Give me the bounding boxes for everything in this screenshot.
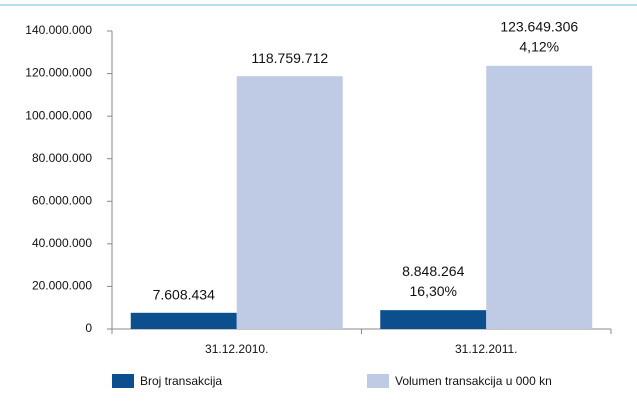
legend-swatch <box>367 374 389 388</box>
bar <box>236 76 343 329</box>
y-tick-label: 140.000.000 <box>25 23 92 37</box>
y-tick-label: 40.000.000 <box>32 236 92 250</box>
value-label: 7.608.434 <box>153 287 215 303</box>
bar <box>486 65 593 329</box>
bar <box>380 310 487 329</box>
legend-label: Volumen transakcija u 000 kn <box>395 374 552 388</box>
y-tick-label: 20.000.000 <box>32 279 92 293</box>
y-tick-label: 60.000.000 <box>32 193 92 207</box>
y-tick-label: 100.000.000 <box>25 108 92 122</box>
change-label: 4,12% <box>519 39 559 55</box>
y-tick-label: 80.000.000 <box>32 151 92 165</box>
x-tick-label: 31.12.2010. <box>205 342 268 356</box>
value-label: 123.649.306 <box>500 19 578 35</box>
change-label: 16,30% <box>410 283 457 299</box>
value-label: 8.848.264 <box>402 263 464 279</box>
legend-swatch <box>112 374 134 388</box>
value-label: 118.759.712 <box>251 50 328 66</box>
y-tick-label: 0 <box>85 321 92 335</box>
x-tick-label: 31.12.2011. <box>455 342 518 356</box>
y-tick-label: 120.000.000 <box>25 66 92 80</box>
legend-label: Broj transakcija <box>140 374 222 388</box>
bar <box>130 312 237 329</box>
